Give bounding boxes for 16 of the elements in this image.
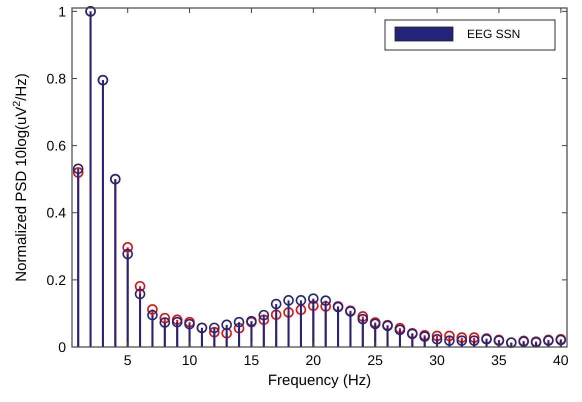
- y-tick-label: 0.6: [46, 138, 66, 154]
- legend-label: EEG SSN: [467, 27, 520, 41]
- y-tick-label: 0.4: [46, 204, 66, 221]
- y-tick-label: 1: [58, 3, 66, 20]
- x-tick-label: 35: [491, 352, 507, 368]
- x-tick-label: 40: [553, 352, 569, 368]
- y-tick-label: 0: [58, 339, 66, 355]
- x-tick-label: 5: [124, 352, 132, 368]
- x-tick-label: 15: [244, 352, 260, 368]
- x-axis-title: Frequency (Hz): [268, 372, 372, 389]
- y-tick-label: 0.8: [46, 70, 66, 86]
- x-tick-label: 20: [306, 352, 322, 368]
- x-tick-label: 10: [182, 352, 198, 368]
- y-tick-label: 0.2: [46, 272, 66, 288]
- x-tick-label: 30: [429, 352, 446, 368]
- x-tick-label: 25: [367, 352, 384, 368]
